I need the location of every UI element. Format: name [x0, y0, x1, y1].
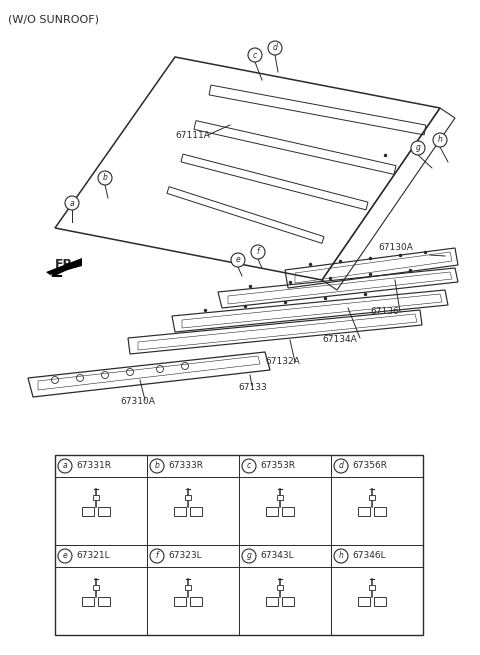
Bar	[277, 586, 283, 590]
Bar	[358, 506, 370, 515]
Circle shape	[98, 171, 112, 185]
Circle shape	[334, 549, 348, 563]
Bar	[93, 586, 99, 590]
Bar	[82, 506, 94, 515]
Text: 67132A: 67132A	[265, 358, 300, 367]
Text: g: g	[247, 552, 252, 561]
Text: b: b	[103, 174, 108, 183]
Circle shape	[58, 549, 72, 563]
Circle shape	[251, 245, 265, 259]
Text: h: h	[438, 136, 443, 145]
Text: e: e	[236, 255, 240, 265]
Bar	[190, 506, 202, 515]
Circle shape	[433, 133, 447, 147]
Circle shape	[248, 48, 262, 62]
Bar	[369, 495, 375, 500]
Text: 67331R: 67331R	[76, 462, 111, 470]
Bar	[174, 597, 186, 605]
Polygon shape	[46, 258, 82, 275]
Bar	[282, 597, 294, 605]
Text: 67310A: 67310A	[120, 398, 155, 407]
Bar	[82, 597, 94, 605]
Bar	[369, 586, 375, 590]
Circle shape	[150, 549, 164, 563]
Text: d: d	[273, 43, 277, 52]
Bar	[55, 455, 423, 635]
Text: b: b	[155, 462, 159, 470]
Text: d: d	[338, 462, 343, 470]
Text: c: c	[247, 462, 251, 470]
Text: 67343L: 67343L	[260, 552, 294, 561]
Circle shape	[150, 459, 164, 473]
Text: FR.: FR.	[55, 258, 78, 271]
Text: 67353R: 67353R	[260, 462, 295, 470]
Bar	[374, 597, 386, 605]
Text: a: a	[63, 462, 67, 470]
Bar	[174, 506, 186, 515]
Text: 67133: 67133	[238, 383, 267, 392]
Bar	[282, 506, 294, 515]
Bar	[277, 495, 283, 500]
Text: 67323L: 67323L	[168, 552, 202, 561]
Text: e: e	[62, 552, 67, 561]
Bar	[185, 586, 191, 590]
Text: 67111A: 67111A	[175, 130, 210, 140]
Bar	[185, 495, 191, 500]
Text: 67136: 67136	[370, 307, 399, 316]
Circle shape	[65, 196, 79, 210]
Text: 67333R: 67333R	[168, 462, 203, 470]
Text: (W/O SUNROOF): (W/O SUNROOF)	[8, 14, 99, 24]
Circle shape	[268, 41, 282, 55]
Text: 67321L: 67321L	[76, 552, 109, 561]
Text: 67130A: 67130A	[378, 242, 413, 252]
Bar	[98, 506, 110, 515]
Text: c: c	[253, 50, 257, 60]
Circle shape	[411, 141, 425, 155]
Text: 67134A: 67134A	[322, 335, 357, 345]
Circle shape	[334, 459, 348, 473]
Bar	[374, 506, 386, 515]
Text: f: f	[257, 248, 259, 257]
Bar	[266, 597, 278, 605]
Text: 67356R: 67356R	[352, 462, 387, 470]
Bar	[190, 597, 202, 605]
Text: f: f	[156, 552, 158, 561]
Circle shape	[242, 549, 256, 563]
Bar	[93, 495, 99, 500]
Text: 67346L: 67346L	[352, 552, 385, 561]
Bar	[266, 506, 278, 515]
Text: h: h	[338, 552, 343, 561]
Text: g: g	[416, 143, 420, 153]
Bar	[98, 597, 110, 605]
Circle shape	[242, 459, 256, 473]
Text: a: a	[70, 198, 74, 208]
Circle shape	[58, 459, 72, 473]
Bar	[358, 597, 370, 605]
Circle shape	[231, 253, 245, 267]
